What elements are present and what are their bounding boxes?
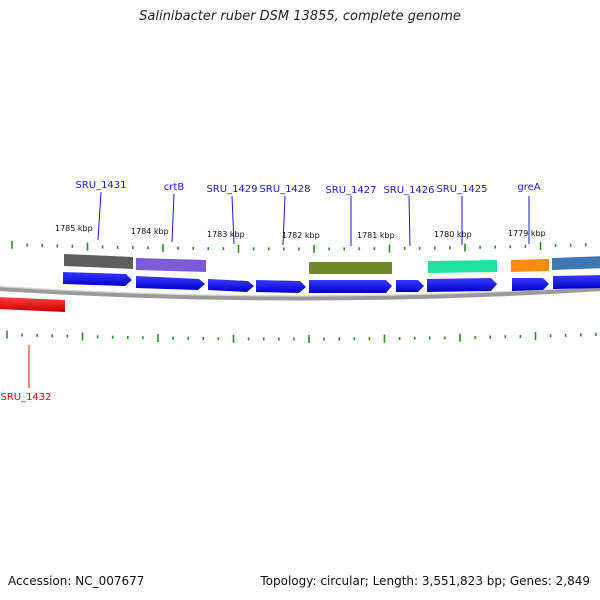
scale-label: 1785 kbp bbox=[55, 224, 93, 233]
gene-label-sru-1429[interactable]: SRU_1429 bbox=[206, 184, 257, 195]
genome-backbone-highlight bbox=[0, 286, 600, 297]
accession-label: Accession: NC_007677 bbox=[8, 574, 145, 588]
map-title: Salinibacter ruber DSM 13855, complete g… bbox=[139, 9, 461, 24]
cds-arrow-crtb[interactable] bbox=[136, 276, 205, 290]
gene-label-sru-1428[interactable]: SRU_1428 bbox=[259, 184, 310, 195]
leader-crtb bbox=[171, 193, 175, 243]
gene-label-sru-1426[interactable]: SRU_1426 bbox=[383, 185, 434, 196]
gene-label-sru-1427[interactable]: SRU_1427 bbox=[325, 185, 376, 196]
genome-summary: Topology: circular; Length: 3,551,823 bp… bbox=[260, 574, 590, 588]
scale-label: 1779 kbp bbox=[508, 229, 546, 238]
leader-sru-1431 bbox=[97, 191, 102, 241]
cds-arrow-sru-1429[interactable] bbox=[208, 279, 254, 292]
cds-arrow-sru-1431[interactable] bbox=[63, 272, 132, 286]
feature-bar-sru-1425[interactable] bbox=[428, 260, 497, 273]
leader-sru-1428 bbox=[282, 195, 286, 246]
cds-arrow-sru-1426[interactable] bbox=[396, 280, 424, 292]
feature-bar-next[interactable] bbox=[552, 256, 600, 270]
gene-labels: SRU_1431 crtB SRU_1429 SRU_1428 SRU_1427… bbox=[75, 180, 540, 196]
cds-arrow-sru-1428[interactable] bbox=[256, 280, 306, 293]
scale-label: 1782 kbp bbox=[282, 231, 320, 240]
scale-ticks-inner bbox=[6, 330, 597, 343]
gene-label-crtb[interactable]: crtB bbox=[164, 182, 185, 193]
gene-label-sru-1425[interactable]: SRU_1425 bbox=[436, 184, 487, 195]
gene-label-sru-1432[interactable]: SRU_1432 bbox=[0, 392, 51, 403]
scale-ticks-outer bbox=[11, 240, 587, 253]
scale-label: 1780 kbp bbox=[434, 230, 472, 239]
gene-label-sru-1431[interactable]: SRU_1431 bbox=[75, 180, 126, 191]
feature-bar-sru-1427[interactable] bbox=[309, 262, 392, 274]
cds-arrow-next[interactable] bbox=[553, 275, 600, 289]
cds-arrow-grea[interactable] bbox=[512, 278, 549, 291]
feature-bar-sru-1431[interactable] bbox=[64, 254, 133, 269]
scale-label: 1783 kbp bbox=[207, 230, 245, 239]
scale-label: 1781 kbp bbox=[357, 231, 395, 240]
cds-track-forward bbox=[63, 272, 600, 293]
feature-bar-grea[interactable] bbox=[511, 259, 549, 272]
scale-labels: 1785 kbp 1784 kbp 1783 kbp 1782 kbp 1781… bbox=[55, 224, 546, 240]
cds-arrow-sru-1432[interactable] bbox=[0, 297, 65, 312]
cds-arrow-sru-1427[interactable] bbox=[309, 280, 392, 293]
leader-sru-1429 bbox=[231, 195, 235, 245]
cds-arrow-sru-1425[interactable] bbox=[427, 278, 497, 292]
feature-track bbox=[64, 254, 600, 274]
label-leaders bbox=[97, 191, 530, 247]
gene-label-grea[interactable]: greA bbox=[517, 182, 540, 193]
scale-label: 1784 kbp bbox=[131, 227, 169, 236]
genome-backbone bbox=[0, 286, 600, 301]
leader-sru-1426 bbox=[408, 195, 411, 247]
feature-bar-crtb[interactable] bbox=[136, 258, 206, 272]
